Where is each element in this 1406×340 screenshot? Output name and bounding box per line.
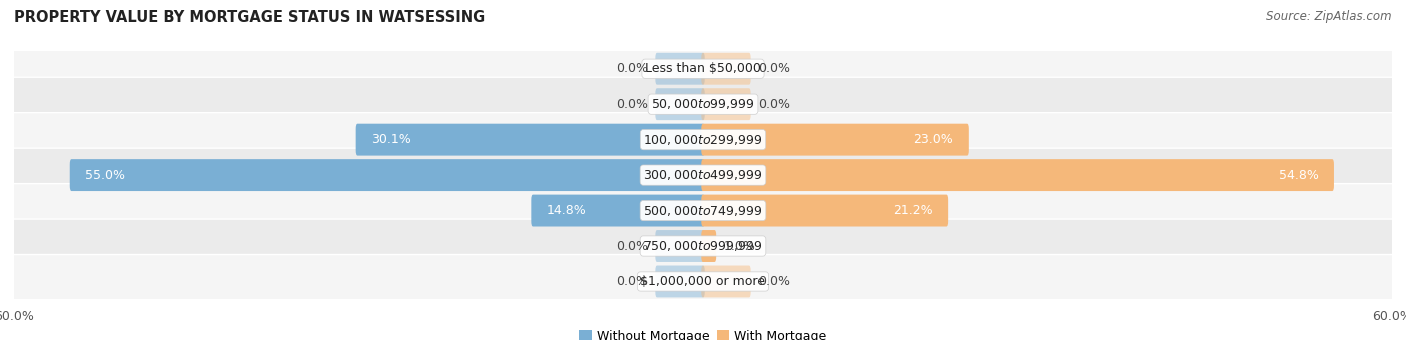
FancyBboxPatch shape bbox=[531, 194, 704, 226]
FancyBboxPatch shape bbox=[702, 230, 716, 262]
FancyBboxPatch shape bbox=[655, 230, 704, 262]
FancyBboxPatch shape bbox=[702, 124, 969, 156]
Text: 0.0%: 0.0% bbox=[616, 239, 648, 253]
Text: 55.0%: 55.0% bbox=[86, 169, 125, 182]
Text: 30.1%: 30.1% bbox=[371, 133, 411, 146]
FancyBboxPatch shape bbox=[11, 255, 1395, 308]
Text: Source: ZipAtlas.com: Source: ZipAtlas.com bbox=[1267, 10, 1392, 23]
Text: $750,000 to $999,999: $750,000 to $999,999 bbox=[644, 239, 762, 253]
FancyBboxPatch shape bbox=[11, 113, 1395, 167]
Text: $500,000 to $749,999: $500,000 to $749,999 bbox=[644, 204, 762, 218]
FancyBboxPatch shape bbox=[702, 159, 1334, 191]
Legend: Without Mortgage, With Mortgage: Without Mortgage, With Mortgage bbox=[574, 325, 832, 340]
FancyBboxPatch shape bbox=[655, 266, 704, 298]
FancyBboxPatch shape bbox=[702, 266, 751, 298]
Text: 0.0%: 0.0% bbox=[616, 98, 648, 111]
Text: Less than $50,000: Less than $50,000 bbox=[645, 62, 761, 75]
FancyBboxPatch shape bbox=[356, 124, 704, 156]
FancyBboxPatch shape bbox=[655, 88, 704, 120]
Text: 0.0%: 0.0% bbox=[616, 62, 648, 75]
FancyBboxPatch shape bbox=[702, 194, 948, 226]
Text: 14.8%: 14.8% bbox=[547, 204, 586, 217]
Text: 1.0%: 1.0% bbox=[724, 239, 755, 253]
Text: 0.0%: 0.0% bbox=[758, 62, 790, 75]
FancyBboxPatch shape bbox=[70, 159, 704, 191]
Text: 21.2%: 21.2% bbox=[893, 204, 932, 217]
Text: 0.0%: 0.0% bbox=[758, 98, 790, 111]
Text: $300,000 to $499,999: $300,000 to $499,999 bbox=[644, 168, 762, 182]
Text: PROPERTY VALUE BY MORTGAGE STATUS IN WATSESSING: PROPERTY VALUE BY MORTGAGE STATUS IN WAT… bbox=[14, 10, 485, 25]
Text: 23.0%: 23.0% bbox=[914, 133, 953, 146]
FancyBboxPatch shape bbox=[11, 148, 1395, 202]
FancyBboxPatch shape bbox=[11, 219, 1395, 273]
FancyBboxPatch shape bbox=[702, 53, 751, 85]
Text: $100,000 to $299,999: $100,000 to $299,999 bbox=[644, 133, 762, 147]
Text: $1,000,000 or more: $1,000,000 or more bbox=[641, 275, 765, 288]
FancyBboxPatch shape bbox=[655, 53, 704, 85]
Text: $50,000 to $99,999: $50,000 to $99,999 bbox=[651, 97, 755, 111]
FancyBboxPatch shape bbox=[11, 77, 1395, 131]
FancyBboxPatch shape bbox=[11, 42, 1395, 96]
Text: 54.8%: 54.8% bbox=[1278, 169, 1319, 182]
Text: 0.0%: 0.0% bbox=[758, 275, 790, 288]
FancyBboxPatch shape bbox=[702, 88, 751, 120]
Text: 0.0%: 0.0% bbox=[616, 275, 648, 288]
FancyBboxPatch shape bbox=[11, 184, 1395, 238]
